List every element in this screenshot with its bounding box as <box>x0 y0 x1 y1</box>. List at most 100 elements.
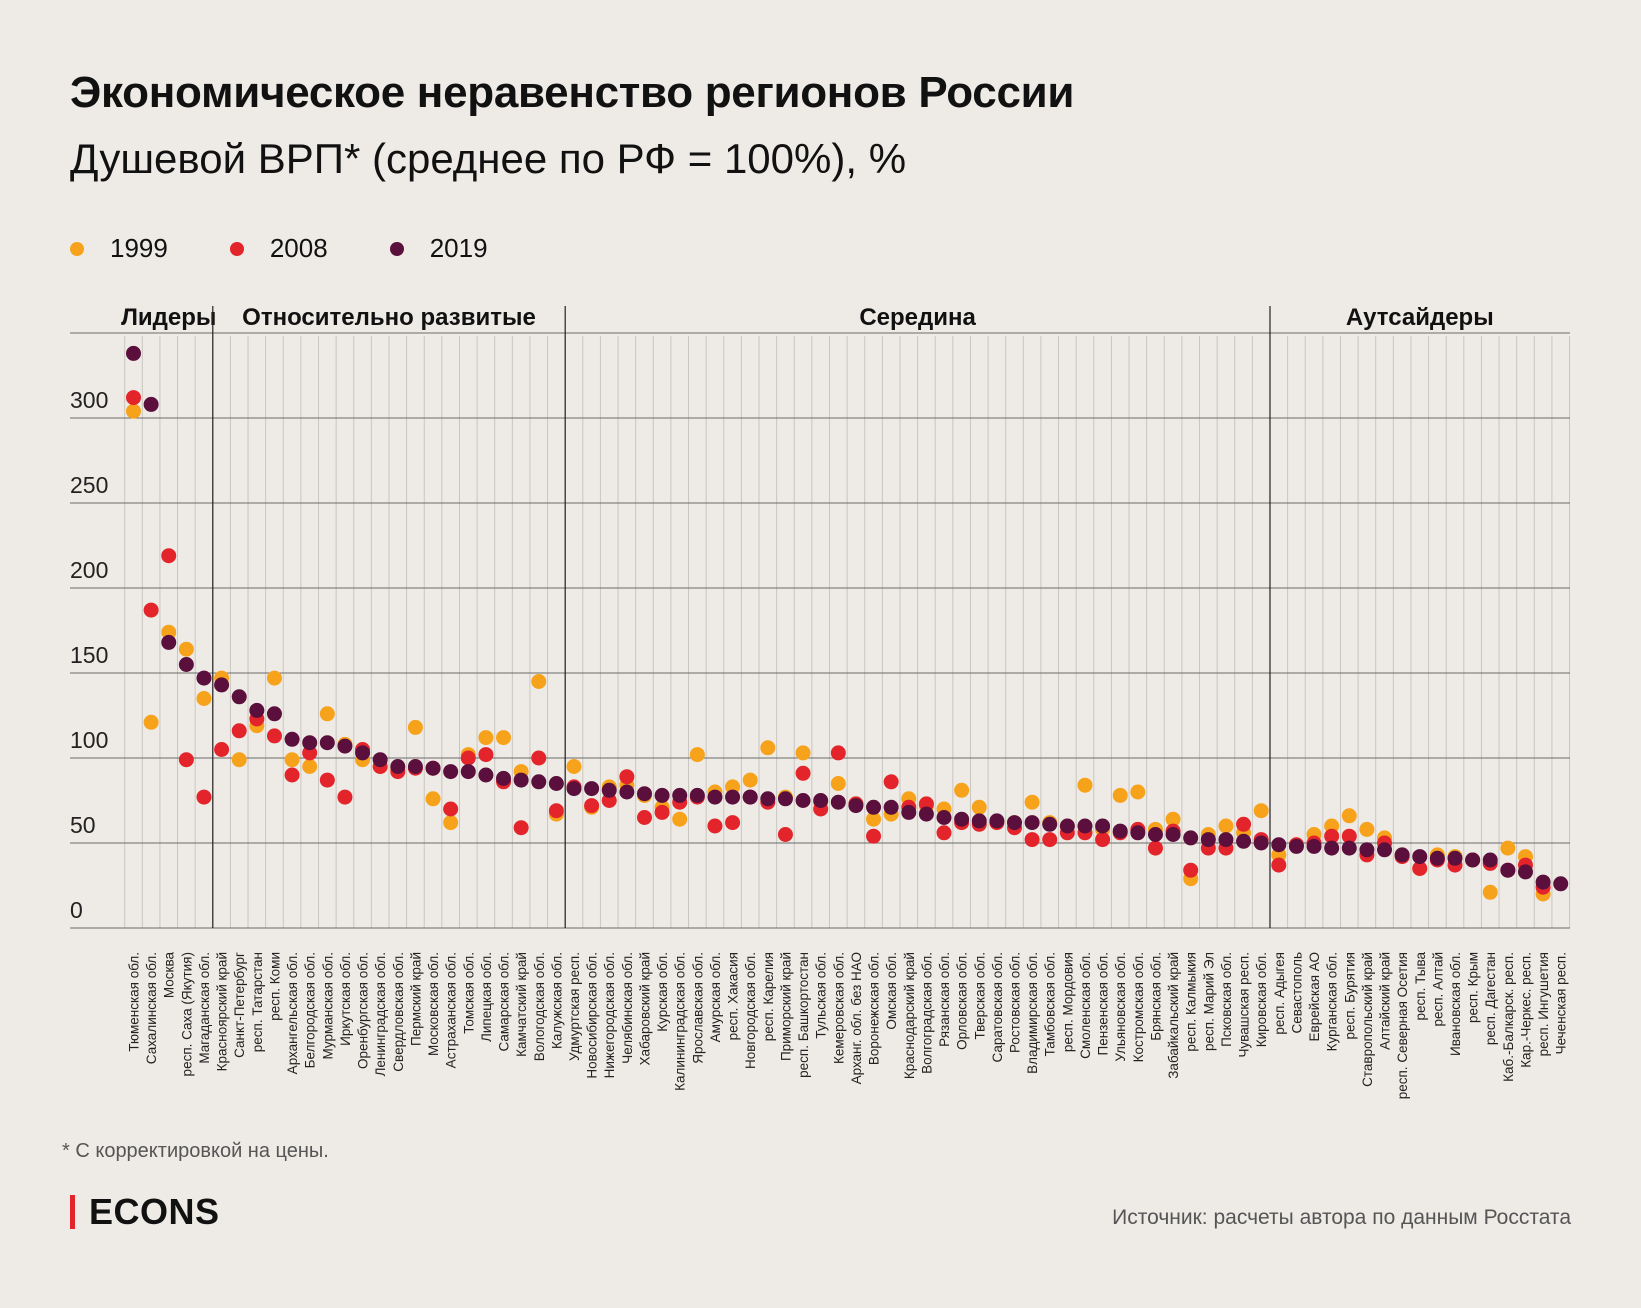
point-1999 <box>126 403 141 419</box>
point-2019 <box>196 670 212 686</box>
x-tick-label: Санкт-Петербург <box>232 952 247 1058</box>
point-2019 <box>1147 827 1163 842</box>
point-2019 <box>161 634 177 650</box>
point-2008 <box>266 728 282 744</box>
x-tick-label: Ульяновская обл. <box>1113 952 1128 1062</box>
x-tick-label: респ. Карелия <box>761 952 776 1041</box>
y-tick-label: 300 <box>70 387 108 413</box>
x-tick-label: Челябинская обл. <box>620 952 635 1064</box>
x-tick-label: Оренбургская обл. <box>356 952 371 1069</box>
x-tick-label: респ. Алтай <box>1430 952 1445 1027</box>
point-2019 <box>1324 840 1340 856</box>
point-2019 <box>1306 838 1322 854</box>
x-tick-label: Тверская обл. <box>972 952 987 1039</box>
point-1999 <box>795 745 811 761</box>
point-2019 <box>584 781 600 797</box>
point-1999 <box>689 747 705 763</box>
x-tick-label: Забайкальский край <box>1166 952 1181 1079</box>
group-label: Аутсайдеры <box>1346 304 1494 331</box>
x-tick-label: Костромская обл. <box>1131 952 1146 1062</box>
x-tick-label: Удмуртская респ. <box>567 952 582 1061</box>
point-2019 <box>1377 842 1393 858</box>
x-tick-label: Чувашская респ. <box>1237 952 1252 1057</box>
x-tick-label: Ленинградская обл. <box>373 952 388 1076</box>
x-tick-label: респ. Адыгея <box>1272 952 1287 1035</box>
point-2019 <box>689 787 705 803</box>
econs-logo: ECONS <box>70 1191 220 1233</box>
legend-dot-2019 <box>389 241 404 256</box>
point-2019 <box>936 810 952 825</box>
point-2019 <box>1412 849 1428 865</box>
point-2008 <box>478 747 494 763</box>
x-tick-label: респ. Бурятия <box>1342 952 1357 1039</box>
point-2008 <box>284 767 300 783</box>
x-tick-label: Мурманская обл. <box>320 952 335 1060</box>
point-2019 <box>1183 830 1199 846</box>
x-tick-label: Ставропольский край <box>1360 952 1375 1087</box>
point-1999 <box>1077 777 1093 793</box>
source-note: Источник: расчеты автора по данным Росст… <box>1112 1206 1571 1229</box>
y-tick-label: 0 <box>70 897 83 923</box>
point-2019 <box>883 799 899 815</box>
x-tick-label: Кемеровская обл. <box>831 952 846 1064</box>
point-2008 <box>936 825 952 841</box>
scatter-chart: 0 50 100 150 200 250 300 Лидеры Относительно раз… <box>70 304 1571 1099</box>
point-2019 <box>1236 833 1252 849</box>
x-tick-label: Белгородская обл. <box>303 952 318 1068</box>
point-2019 <box>337 738 353 754</box>
x-tick-label: Ярославская обл. <box>690 952 705 1064</box>
point-2019 <box>1130 825 1146 841</box>
point-2019 <box>1535 874 1551 890</box>
point-2019 <box>1517 864 1533 880</box>
point-2008 <box>161 548 177 564</box>
point-2019 <box>126 345 141 361</box>
point-1999 <box>407 719 423 735</box>
point-2019 <box>548 776 564 791</box>
point-2019 <box>372 752 388 768</box>
point-2019 <box>1288 838 1304 854</box>
legend-item-2019: 2019 <box>389 233 488 264</box>
point-2008 <box>531 750 547 766</box>
x-tick-label: Курская обл. <box>655 952 670 1032</box>
point-2008 <box>1183 862 1199 878</box>
point-1999 <box>830 776 846 791</box>
point-1999 <box>1482 884 1498 900</box>
legend-label-2019: 2019 <box>429 233 488 263</box>
point-1999 <box>760 740 776 756</box>
x-tick-label: Новгородская обл. <box>743 952 758 1069</box>
point-2008 <box>1024 832 1040 848</box>
point-2008 <box>1236 816 1252 832</box>
point-2008 <box>654 804 670 820</box>
point-2008 <box>143 602 159 618</box>
point-1999 <box>443 815 459 831</box>
point-1999 <box>1341 808 1357 824</box>
point-2019 <box>848 798 864 814</box>
x-tick-label: Камчатский край <box>514 952 529 1057</box>
point-2008 <box>795 765 811 781</box>
point-1999 <box>496 730 512 746</box>
point-1999 <box>178 641 194 657</box>
point-2008 <box>619 769 635 785</box>
point-2008 <box>1147 840 1163 856</box>
point-2019 <box>496 770 512 786</box>
point-2008 <box>1341 828 1357 844</box>
point-2008 <box>830 745 846 761</box>
point-2019 <box>725 789 741 805</box>
x-tick-label: Владимирская обл. <box>1025 952 1040 1074</box>
x-tick-label: Тульская обл. <box>814 952 829 1039</box>
point-2019 <box>390 759 406 774</box>
point-1999 <box>425 791 441 807</box>
point-2019 <box>954 811 970 827</box>
point-2019 <box>1429 850 1445 866</box>
legend-item-1999: 1999 <box>70 233 168 264</box>
point-1999 <box>531 674 547 689</box>
x-tick-label: респ. Калмыкия <box>1184 952 1199 1052</box>
point-2019 <box>1482 852 1498 868</box>
x-tick-label: Саратовская обл. <box>990 952 1005 1062</box>
point-1999 <box>1165 811 1181 827</box>
x-tick-label: респ. Крым <box>1466 952 1481 1023</box>
point-1999 <box>1500 840 1516 856</box>
x-tick-label: Севастополь <box>1289 952 1304 1034</box>
point-2019 <box>214 677 230 693</box>
point-2019 <box>249 702 265 718</box>
